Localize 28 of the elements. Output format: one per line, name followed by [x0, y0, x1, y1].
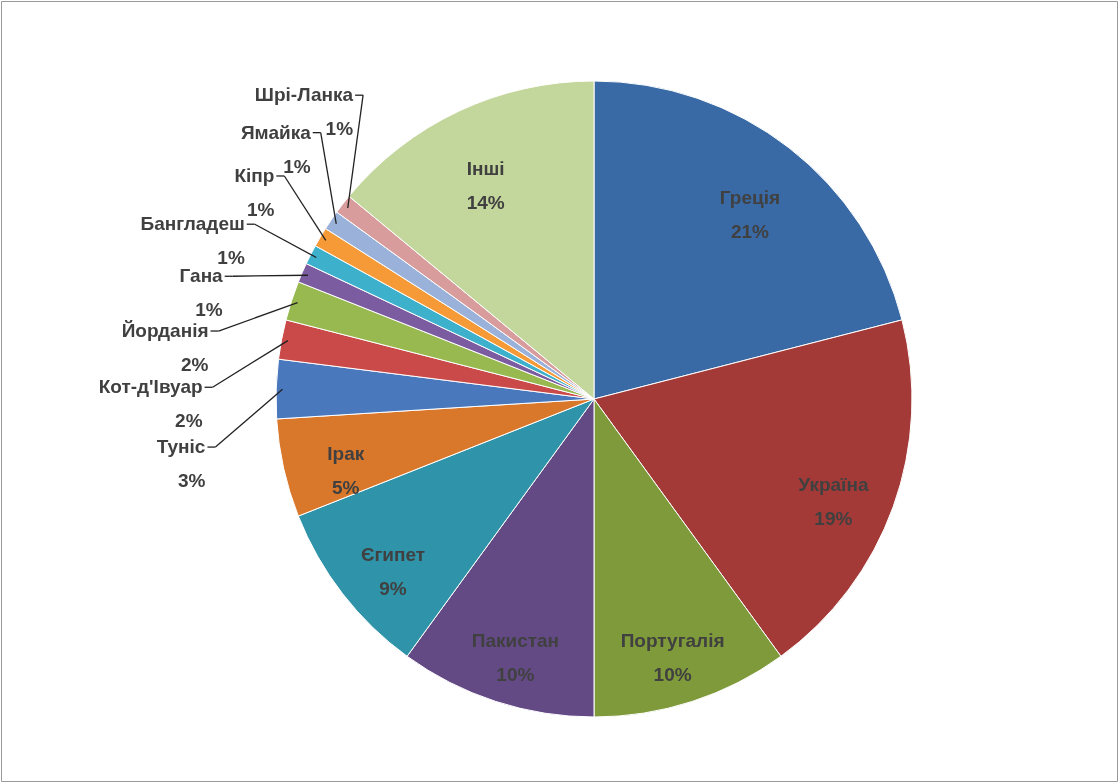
slice-label: Кіпр [234, 164, 275, 186]
data-label: 2% [175, 410, 203, 432]
data-label: 10% [653, 663, 692, 685]
slice-label: Йорданія [121, 320, 209, 342]
data-label: 5% [331, 477, 360, 499]
data-label: 14% [466, 191, 505, 213]
slice-label: Греція [719, 186, 781, 208]
data-label: 1% [325, 118, 354, 140]
data-label: 9% [379, 577, 407, 599]
data-label: 1% [246, 198, 275, 220]
slice-label: Кот-д'Івуар [98, 376, 203, 398]
slice-label: Туніс [156, 436, 206, 458]
slice-label: Португалія [620, 629, 725, 651]
slice-label: Інші [466, 157, 505, 179]
data-label: 2% [181, 354, 209, 376]
data-label: 1% [283, 155, 311, 177]
data-label: 19% [814, 508, 853, 530]
data-label: 10% [496, 663, 535, 685]
slice-label: Ірак [327, 443, 365, 465]
data-label: 1% [195, 299, 223, 321]
slice-label: Пакистан [471, 629, 560, 651]
data-label: 21% [730, 220, 770, 242]
slice-label: Єгипет [360, 543, 426, 565]
slice-label: Ямайка [240, 121, 312, 143]
slice-label: Україна [798, 474, 869, 496]
data-label: 3% [177, 470, 206, 492]
slice-label: Бангладеш [140, 213, 245, 235]
slice-label: Шрі-Ланка [254, 84, 354, 106]
